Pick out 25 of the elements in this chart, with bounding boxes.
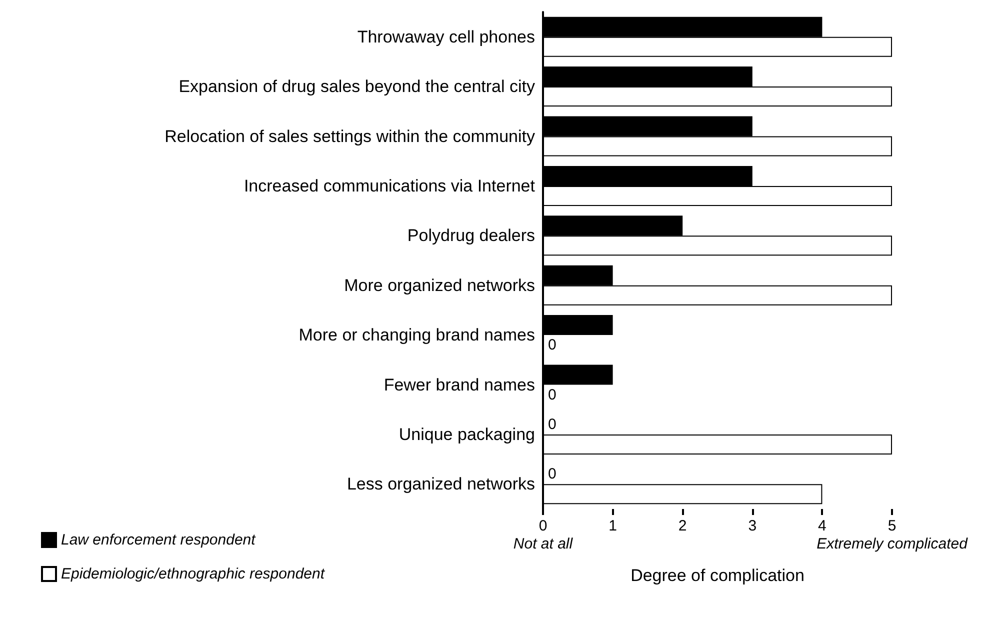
- text: Extremely complicated: [816, 536, 968, 552]
- y-tick-label: Unique packaging: [398, 424, 535, 444]
- legend-label: Law enforcement respondent: [61, 532, 256, 548]
- y-tick-label: Increased communications via Internet: [244, 176, 536, 196]
- y-tick-label: Expansion of drug sales beyond the central city: [178, 77, 536, 96]
- data-label: 0: [548, 416, 556, 433]
- data-label: 0: [548, 336, 556, 354]
- x-tick-label: 0: [538, 518, 548, 534]
- y-tick-label: More organized networks: [344, 276, 535, 295]
- x-tick-label: 3: [748, 518, 757, 534]
- x-tick-label: 5: [888, 518, 896, 534]
- y-tick-label: Throwaway cell phones: [357, 27, 535, 46]
- x-tick-label: 1: [608, 518, 617, 534]
- y-tick-label: Fewer brand names: [384, 375, 535, 394]
- x-tick-label: 4: [818, 518, 826, 534]
- legend-label: Epidemiologic/ethnographic respondent: [61, 566, 326, 582]
- x-tick-label: 2: [678, 518, 687, 534]
- y-tick-label: Less organized networks: [346, 474, 535, 494]
- y-tick-label: Polydrug dealers: [407, 226, 535, 246]
- data-label: 0: [548, 466, 556, 483]
- x-axis-title: Degree of complication: [630, 566, 804, 585]
- text: Not at all: [513, 536, 574, 552]
- data-label: 0: [548, 386, 556, 404]
- y-tick-label: More or changing brand names: [298, 326, 535, 345]
- y-tick-label: Relocation of sales settings within the community: [164, 126, 536, 146]
